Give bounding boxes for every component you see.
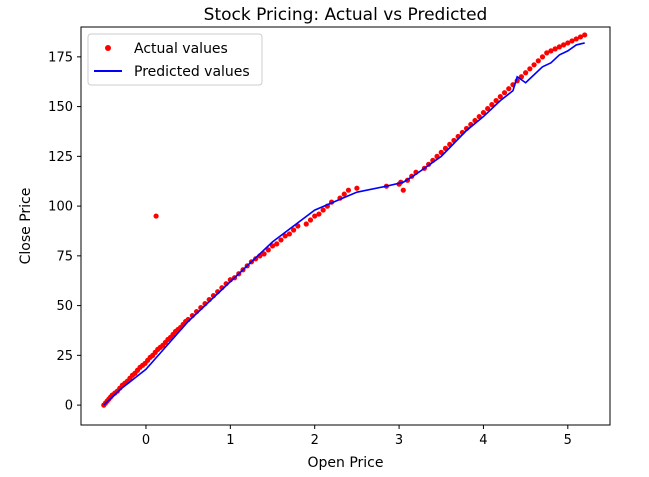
y-axis-label: Close Price [18,188,34,265]
y-tick-label: 25 [56,349,73,364]
data-point [569,38,575,44]
prediction-line [103,42,585,406]
data-point [480,109,487,116]
data-point [265,247,271,253]
data-point [476,113,482,120]
data-point [345,187,352,193]
data-point [535,58,541,64]
data-point [485,105,491,112]
data-point [565,40,571,46]
data-point [527,66,533,72]
data-point [544,50,550,56]
y-tick-label: 0 [65,399,73,414]
x-tick-label: 3 [395,433,403,448]
data-point [269,243,276,249]
x-tick-label: 4 [479,433,487,448]
legend-marker-actual [105,45,111,51]
data-point [274,241,280,247]
data-point [501,90,508,96]
data-point [316,211,322,217]
data-point [307,217,314,223]
data-point [354,185,360,191]
data-point [489,102,495,108]
data-point [261,251,267,257]
y-tick-label: 100 [48,200,73,215]
x-tick-label: 1 [226,433,234,448]
data-point [506,86,512,92]
y-tick-label: 50 [56,299,73,314]
data-point [303,221,309,227]
legend-label: Actual values [134,41,228,57]
legend: Actual values Predicted values [87,33,263,86]
chart-title: Stock Pricing: Actual vs Predicted [204,5,488,25]
data-point [539,54,546,60]
data-point [341,191,347,197]
y-tick-label: 175 [48,50,73,65]
x-axis-label: Open Price [308,455,384,471]
data-point [577,34,584,40]
y-tick-label: 75 [56,249,73,264]
plot-frame [80,26,611,426]
data-point [523,70,529,76]
data-point [320,207,326,213]
x-axis: 0 1 2 3 4 5 [142,425,572,448]
data-point [552,46,558,52]
data-point [497,94,503,100]
y-tick-label: 125 [48,150,73,165]
legend-label: Predicted values [134,64,250,80]
x-tick-label: 5 [564,433,572,448]
data-point [556,44,562,50]
data-point [291,227,297,233]
data-point [560,42,567,48]
data-point [438,149,444,155]
data-point [582,32,588,38]
data-point [573,36,579,42]
plot-area [80,26,611,426]
x-tick-label: 0 [142,433,150,448]
x-tick-label: 2 [311,433,319,448]
data-point [286,231,292,237]
y-axis: 0 25 50 75 100 125 150 175 [48,50,81,414]
data-point [400,187,406,193]
data-point [278,237,284,243]
data-point [312,213,318,219]
data-point [548,48,554,54]
data-point [531,62,537,68]
legend-box [87,33,263,86]
data-point [153,213,159,219]
data-point [282,233,288,239]
y-tick-label: 150 [48,100,73,115]
data-point [493,98,499,104]
